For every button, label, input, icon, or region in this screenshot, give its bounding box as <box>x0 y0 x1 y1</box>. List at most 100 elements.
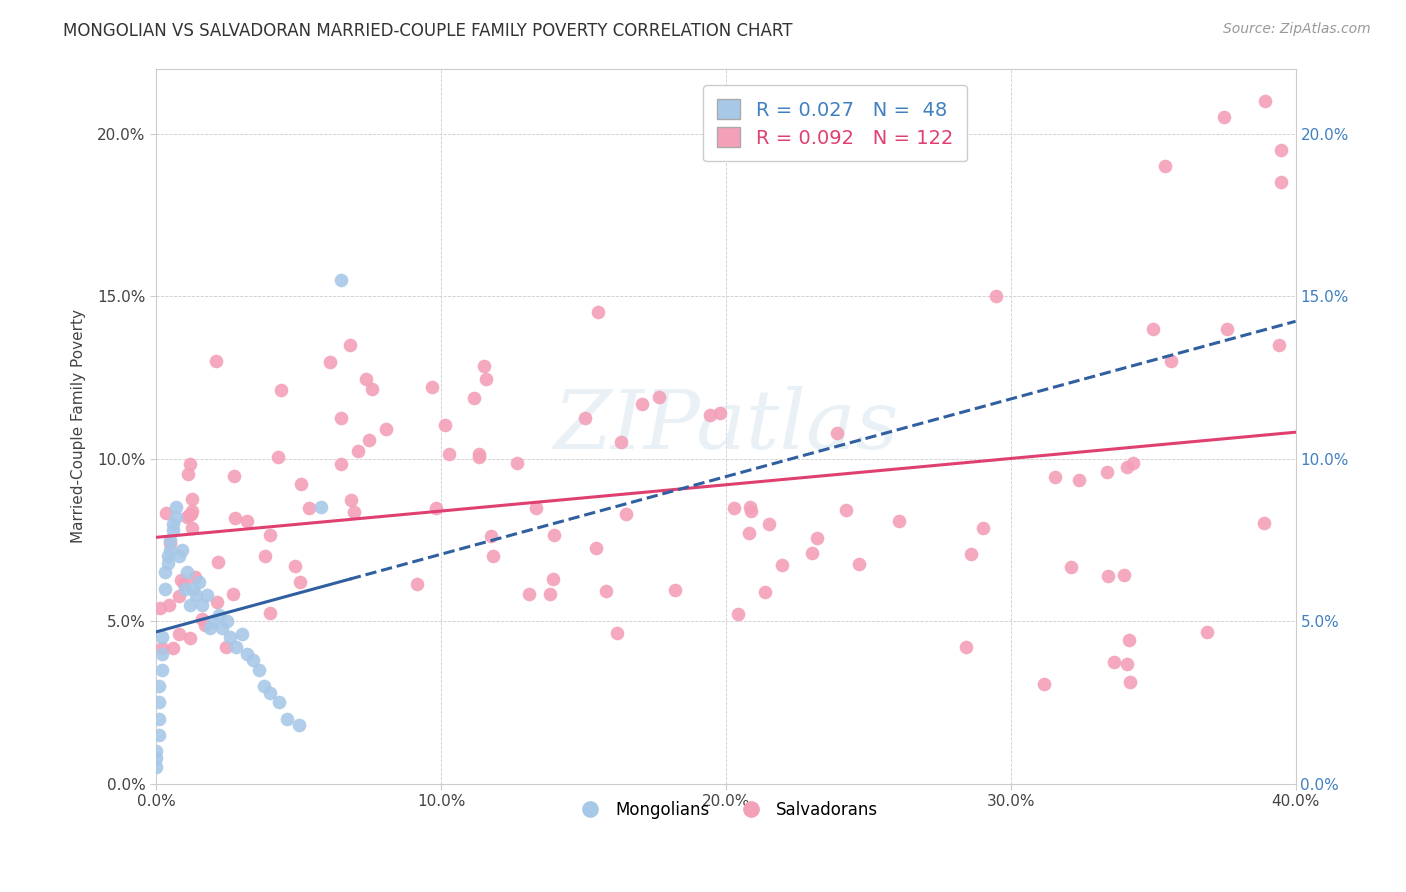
Point <box>585 541 607 555</box>
Point <box>595 584 617 599</box>
Point <box>1253 516 1275 530</box>
Point <box>148 712 170 726</box>
Point <box>259 606 281 620</box>
Point <box>200 621 222 635</box>
Point <box>156 549 179 564</box>
Point <box>1160 354 1182 368</box>
Point <box>156 556 179 570</box>
Point <box>247 663 270 677</box>
Point <box>972 521 994 535</box>
Point <box>614 507 637 521</box>
Point <box>204 354 226 368</box>
Point <box>173 576 195 591</box>
Point <box>1118 632 1140 647</box>
Point <box>468 450 491 464</box>
Point <box>162 641 184 656</box>
Point <box>329 411 352 425</box>
Point <box>1254 94 1277 108</box>
Point <box>215 640 238 654</box>
Point <box>806 531 828 545</box>
Point <box>253 549 276 564</box>
Point <box>170 573 193 587</box>
Point <box>145 744 167 758</box>
Point <box>236 514 259 528</box>
Point <box>153 566 176 580</box>
Point <box>284 559 307 574</box>
Point <box>145 750 167 764</box>
Point <box>517 586 540 600</box>
Point <box>165 510 187 524</box>
Point <box>574 410 596 425</box>
Point <box>1067 474 1090 488</box>
Point <box>187 575 209 590</box>
Point <box>173 582 195 596</box>
Point <box>267 696 290 710</box>
Point <box>159 536 181 550</box>
Point <box>153 582 176 596</box>
Point <box>155 507 177 521</box>
Point <box>770 558 793 572</box>
Point <box>177 467 200 481</box>
Point <box>179 631 201 645</box>
Point <box>217 614 239 628</box>
Point <box>1097 569 1119 583</box>
Point <box>159 533 181 547</box>
Point <box>170 542 193 557</box>
Y-axis label: Married-Couple Family Poverty: Married-Couple Family Poverty <box>72 310 86 543</box>
Point <box>180 507 202 521</box>
Point <box>664 582 686 597</box>
Point <box>356 371 378 385</box>
Point <box>259 686 281 700</box>
Point <box>211 621 233 635</box>
Point <box>505 456 527 470</box>
Point <box>179 598 201 612</box>
Point <box>1045 470 1067 484</box>
Point <box>162 516 184 531</box>
Point <box>1115 657 1137 671</box>
Point <box>150 647 173 661</box>
Point <box>319 355 342 369</box>
Point <box>148 679 170 693</box>
Point <box>479 529 502 543</box>
Point <box>835 503 858 517</box>
Point <box>463 391 485 405</box>
Point <box>184 570 207 584</box>
Point <box>1104 655 1126 669</box>
Point <box>359 433 381 447</box>
Point <box>330 273 353 287</box>
Point <box>207 555 229 569</box>
Point <box>176 566 198 580</box>
Point <box>165 500 187 515</box>
Point <box>205 595 228 609</box>
Point <box>887 514 910 528</box>
Point <box>801 546 824 560</box>
Point <box>179 458 201 472</box>
Point <box>434 418 457 433</box>
Point <box>149 600 172 615</box>
Point <box>737 525 759 540</box>
Point <box>648 390 671 404</box>
Point <box>176 509 198 524</box>
Point <box>699 408 721 422</box>
Point <box>191 612 214 626</box>
Point <box>231 627 253 641</box>
Point <box>148 696 170 710</box>
Point <box>208 607 231 622</box>
Point <box>202 614 225 628</box>
Point <box>150 631 173 645</box>
Point <box>959 547 981 561</box>
Point <box>267 450 290 464</box>
Point <box>270 383 292 397</box>
Point <box>167 549 190 564</box>
Point <box>288 574 311 589</box>
Point <box>524 500 547 515</box>
Point <box>986 289 1008 303</box>
Point <box>1115 459 1137 474</box>
Point <box>181 504 204 518</box>
Point <box>159 542 181 557</box>
Point <box>339 492 361 507</box>
Point <box>157 599 180 613</box>
Point <box>224 510 246 524</box>
Point <box>1270 175 1292 189</box>
Point <box>541 572 564 586</box>
